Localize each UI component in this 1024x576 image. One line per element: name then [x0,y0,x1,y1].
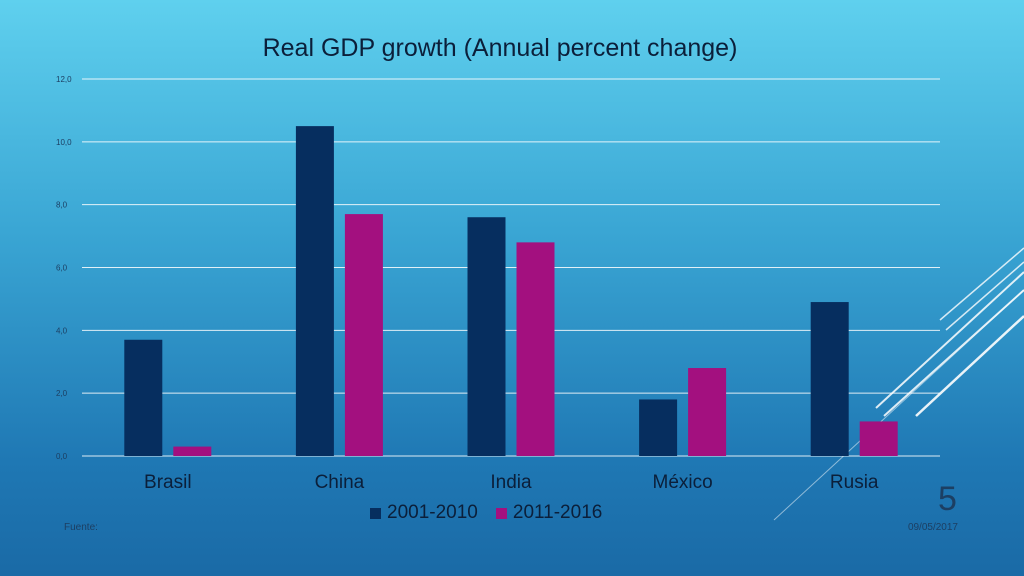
y-tick-label: 12,0 [56,75,72,84]
bar-rusia-series-1 [810,302,849,456]
y-tick-label: 0,0 [56,452,68,461]
y-tick-label: 2,0 [56,389,68,398]
slide-number: 5 [938,480,957,518]
footer-source: Fuente: [64,522,98,533]
bar-brasil-series-2 [173,446,212,456]
chart-legend: 2001-2010 2011-2016 [370,502,602,524]
legend-label-series-1: 2001-2010 [387,502,478,523]
bar-china-series-2 [344,214,383,456]
bar-india-series-1 [467,217,506,456]
bar-brasil-series-1 [124,339,163,456]
bar-india-series-2 [516,242,555,456]
x-tick-label: México [653,472,713,493]
x-tick-label: China [315,472,365,493]
y-tick-label: 10,0 [56,138,72,147]
chart-title: Real GDP growth (Annual percent change) [262,34,738,62]
legend-swatch-series-1 [370,507,381,519]
footer-date: 09/05/2017 [907,522,958,533]
legend-item-series-2: 2011-2016 [495,502,603,524]
y-tick-label: 8,0 [56,201,68,210]
y-tick-label: 4,0 [56,326,68,335]
x-tick-label: India [490,472,532,493]
bar-méxico-series-2 [688,368,727,456]
legend-swatch-series-2 [495,507,507,519]
bar-méxico-series-1 [639,399,678,456]
bar-rusia-series-2 [859,421,898,456]
x-tick-label: Rusia [830,472,879,493]
legend-label-series-2: 2011-2016 [512,502,603,523]
bar-china-series-1 [295,126,334,456]
legend-item-series-1: 2001-2010 [370,502,478,524]
x-tick-label: Brasil [144,472,192,493]
y-tick-label: 6,0 [56,264,68,273]
